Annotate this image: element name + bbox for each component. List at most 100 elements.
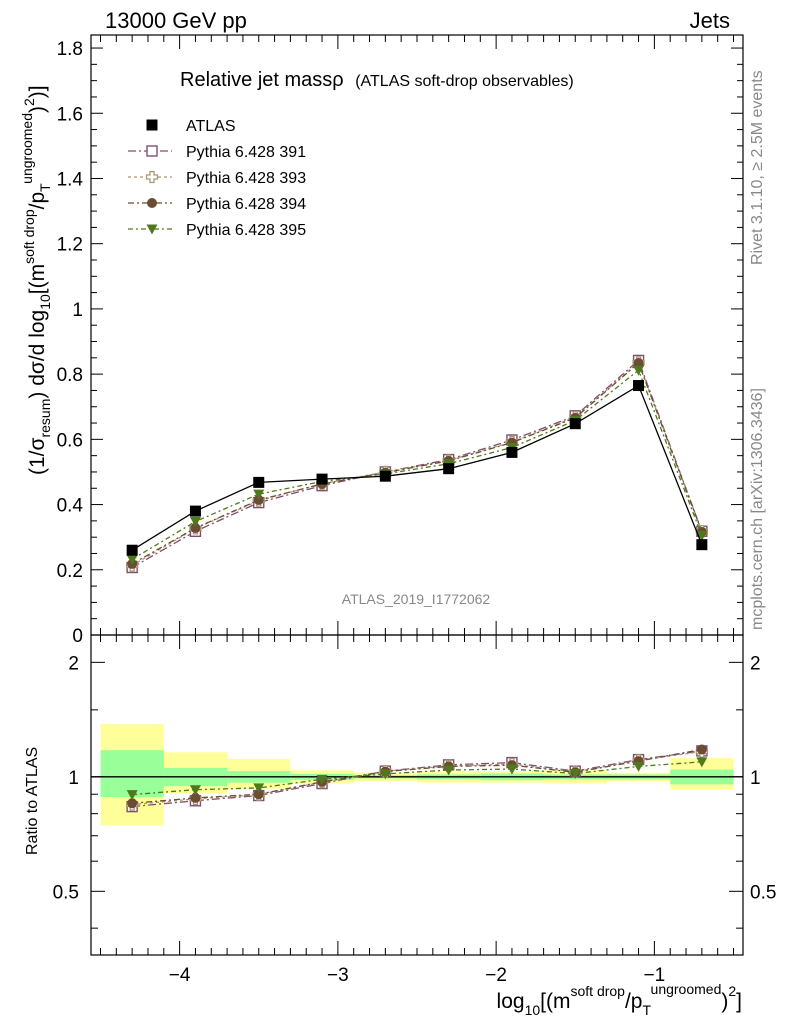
data-point	[633, 365, 645, 376]
ylabel-sub: T	[37, 183, 53, 192]
ratio-tick-label: 0.5	[53, 882, 79, 903]
ratio-y-axis: 0.5 0.5 1 1 2 2	[53, 653, 776, 929]
header-jets-label: Jets	[690, 8, 730, 33]
data-point	[126, 554, 138, 565]
chart-title-sub: (ATLAS soft-drop observables)	[355, 73, 573, 90]
ratio-line	[132, 748, 702, 804]
series-line	[131, 369, 703, 560]
xlabel-part: )	[721, 990, 728, 1013]
x-tick-label: −4	[169, 965, 191, 986]
ratio-point	[696, 757, 708, 768]
ratio-point	[253, 789, 264, 800]
y-tick-label: 0.8	[57, 365, 83, 386]
ylabel-sup: ungroomed	[19, 113, 35, 184]
ylabel-part: [(m	[26, 264, 49, 294]
series-line	[131, 361, 703, 567]
legend-label: Pythia 6.428 393	[186, 170, 306, 187]
xlabel-part: log	[497, 990, 525, 1013]
x-tick-label: −2	[485, 965, 507, 986]
ratio-point	[569, 769, 581, 780]
x-axis-label: log10[(msoft drop/pTungroomed)2]	[497, 981, 742, 1018]
legend-label: ATLAS	[186, 118, 236, 135]
legend-label: Pythia 6.428 391	[186, 144, 306, 161]
analysis-watermark: ATLAS_2019_I1772062	[342, 591, 491, 607]
xlabel-part: [(m	[540, 990, 570, 1013]
y-tick-label: 0.2	[57, 561, 83, 582]
ratio-point	[696, 744, 707, 755]
series-line	[131, 359, 703, 569]
y-tick-label: 1.4	[57, 169, 84, 190]
ratio-point	[253, 783, 265, 794]
ratio-point	[633, 761, 645, 772]
ratio-uncertainty-bands	[91, 724, 743, 826]
mcplots-label: mcplots.cern.ch [arXiv:1306.3436]	[749, 388, 766, 630]
chart-title: Relative jet massρ (ATLAS soft-drop obse…	[180, 69, 574, 91]
ratio-point	[379, 769, 391, 780]
xlabel-sup: soft drop	[570, 983, 625, 999]
ylabel-sup: 2	[21, 98, 37, 106]
y-tick-label: 0.6	[57, 430, 83, 451]
legend-item: Pythia 6.428 391	[128, 144, 306, 161]
xlabel-part: ]	[736, 990, 742, 1013]
xlabel-sup: 2	[728, 983, 736, 999]
x-tick-label: −3	[327, 965, 349, 986]
main-x-ticks	[99, 35, 735, 635]
y-tick-label: 1.6	[57, 104, 83, 125]
data-point	[189, 505, 201, 517]
legend-item: Pythia 6.428 394	[128, 196, 306, 213]
ylabel-part: )]	[26, 85, 49, 98]
y-tick-label: 1.2	[57, 235, 83, 256]
data-point	[253, 476, 265, 488]
ratio-point	[190, 792, 201, 803]
ratio-tick-label-right: 2	[750, 653, 761, 674]
ylabel-sup: soft drop	[21, 209, 37, 264]
legend-marker	[146, 224, 158, 235]
ratio-tick-label-right: 0.5	[750, 882, 776, 903]
ratio-point	[127, 798, 138, 809]
ratio-tick-label-right: 1	[750, 768, 761, 789]
ylabel-part: /p	[26, 192, 49, 210]
data-point	[506, 446, 518, 458]
data-point	[253, 489, 265, 500]
data-point	[379, 470, 391, 482]
legend-item: Pythia 6.428 395	[128, 222, 306, 239]
legend-label: Pythia 6.428 394	[186, 196, 306, 213]
legend-marker	[145, 170, 159, 184]
xlabel-sup: ungroomed	[651, 981, 722, 997]
series-line	[131, 384, 703, 551]
ratio-frame	[90, 634, 744, 956]
x-tick-label: −1	[644, 965, 666, 986]
legend-marker	[146, 119, 158, 131]
y-tick-label: 1.8	[57, 39, 83, 60]
series-atlas	[126, 380, 708, 556]
data-point	[633, 380, 645, 392]
series-pythia-6-428-391	[126, 354, 708, 574]
main-y-axis: 0 0.2 0.4 0.6 0.8 1 1.2 1.4 1.6 1.8	[57, 39, 743, 647]
data-point	[190, 523, 201, 534]
ratio-series-pythia-6-428-395	[126, 757, 708, 801]
legend-item: Pythia 6.428 393	[128, 170, 306, 187]
data-point	[633, 358, 644, 369]
y-axis-label: (1/σresum) dσ/d log10[(msoft drop/pTungr…	[19, 85, 53, 475]
data-point	[696, 539, 708, 551]
data-point	[696, 531, 708, 542]
xlabel-sub: 10	[525, 1002, 541, 1018]
series-pythia-6-428-393	[125, 356, 709, 572]
data-point	[253, 495, 264, 505]
legend-marker	[146, 145, 158, 157]
band-inner	[100, 750, 164, 797]
ylabel-part: (1/σ	[26, 437, 49, 475]
legend-label: Pythia 6.428 395	[186, 222, 306, 239]
y-tick-label: 1	[72, 300, 83, 321]
rivet-version-label: Rivet 3.1.10, ≥ 2.5M events	[749, 70, 766, 265]
xlabel-part: /p	[625, 990, 643, 1013]
legend-item: ATLAS	[146, 118, 236, 135]
ratio-point	[443, 765, 455, 776]
data-point	[316, 473, 328, 485]
x-axis: −4 −3 −2 −1	[99, 635, 735, 986]
series-pythia-6-428-394	[127, 358, 707, 569]
header-energy-label: 13000 GeV pp	[105, 8, 247, 33]
y-tick-label: 0	[72, 626, 83, 647]
ylabel-sub: resum	[37, 399, 53, 438]
